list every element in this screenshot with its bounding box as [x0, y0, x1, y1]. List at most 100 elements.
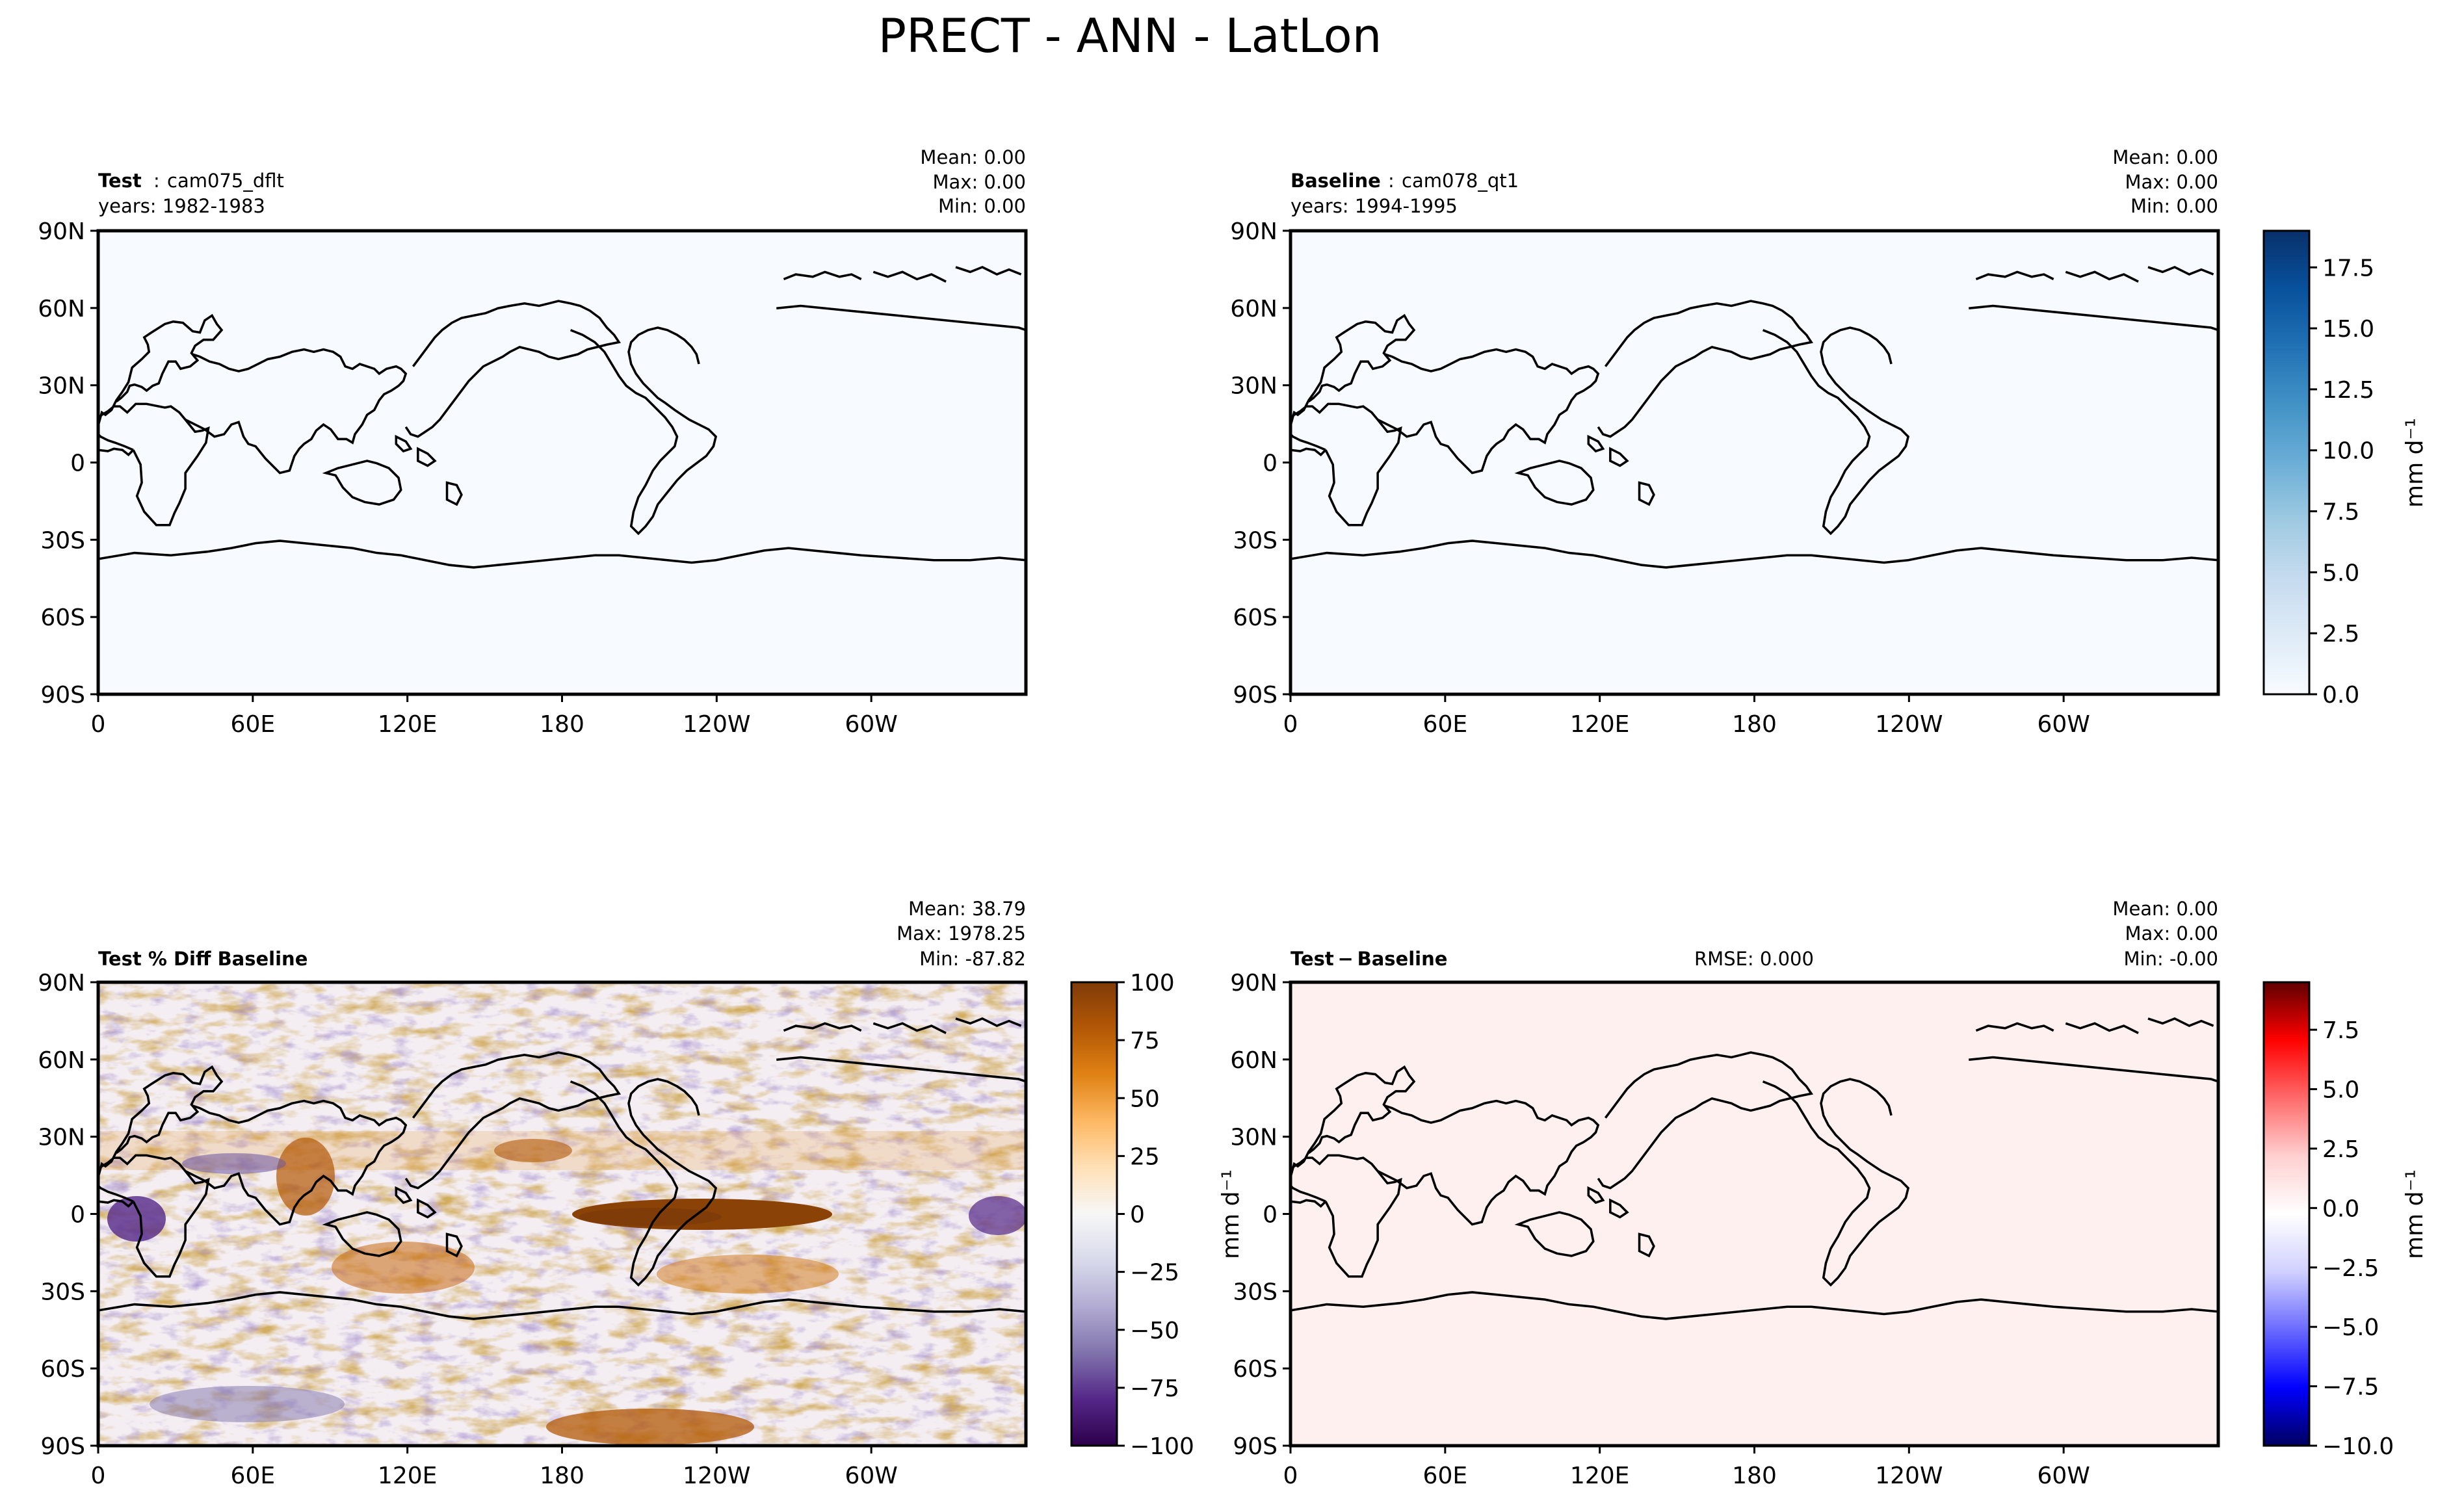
panel-pct-diff-max: Max: 1978.25 — [897, 922, 1026, 945]
lat-tick-label-pct-diff: 90N — [38, 970, 85, 997]
colorbar-puor: 100 75 50 25 0 −25 −50 −75 −100 — [1070, 970, 1194, 1460]
colorbar-tick-label: 12.5 — [2322, 377, 2374, 404]
colorbar-tick-label: −2.5 — [2322, 1255, 2379, 1282]
lat-tick-label-diff: 60S — [1233, 1356, 1278, 1383]
panel-baseline-field — [1291, 231, 2218, 694]
lat-tick-label-diff: 30N — [1230, 1125, 1278, 1151]
lon-tick-label-baseline: 120W — [1875, 711, 1943, 738]
panel-baseline-title-name: cam078_qt1 — [1402, 170, 1519, 192]
colorbar-tick-label: 2.5 — [2322, 1136, 2359, 1163]
lon-tick-label-baseline: 0 — [1283, 711, 1298, 738]
colorbar-bwr-frame — [2262, 981, 2311, 1447]
lat-tick-label-test: 30S — [40, 527, 85, 554]
lon-tick-label-baseline: 60W — [2037, 711, 2090, 738]
lat-tick-label-baseline: 90S — [1233, 682, 1278, 709]
lat-tick-label-baseline: 60S — [1233, 605, 1278, 631]
panel-pct-diff-title: Test % Diff Baseline — [98, 948, 308, 970]
panel-test-field — [98, 231, 1026, 694]
colorbar-tick-label: 5.0 — [2322, 560, 2359, 586]
lon-tick-label-diff: 60W — [2037, 1463, 2090, 1489]
colorbar-tick-label: −7.5 — [2322, 1374, 2379, 1401]
panel-diff-mean: Mean: 0.00 — [2112, 898, 2218, 920]
lon-tick-label-baseline: 60E — [1423, 711, 1468, 738]
panel-baseline: Baseline : cam078_qt1 years: 1994-1995 M… — [1230, 146, 2220, 738]
lat-tick-label-test: 30N — [38, 373, 85, 400]
colorbar-tick-label: −25 — [1130, 1260, 1179, 1286]
lon-tick-label-diff: 120W — [1875, 1463, 1943, 1489]
panel-test-mean: Mean: 0.00 — [920, 146, 1026, 168]
colorbar-bwr-gradient — [2264, 982, 2309, 1446]
lat-tick-label-baseline: 0 — [1263, 450, 1278, 477]
panel-pct-diff-field — [98, 982, 1026, 1446]
colorbar-tick-label: 7.5 — [2322, 499, 2359, 526]
lat-tick-label-diff: 90N — [1230, 970, 1278, 997]
lat-tick-label-baseline: 90N — [1230, 218, 1278, 245]
lon-tick-label-pct-diff: 120W — [683, 1463, 750, 1489]
lat-tick-label-test: 60S — [40, 605, 85, 631]
panel-test-min: Min: 0.00 — [938, 195, 1026, 217]
colorbar-blues-frame — [2262, 229, 2311, 696]
colorbar-tick-label: 0 — [1130, 1202, 1145, 1229]
lat-tick-label-baseline: 30S — [1233, 527, 1278, 554]
lat-tick-label-pct-diff: 30N — [38, 1125, 85, 1151]
panel-test-max: Max: 0.00 — [932, 171, 1026, 193]
lat-tick-label-pct-diff: 90S — [40, 1433, 85, 1460]
panel-baseline-title-sep: : — [1388, 170, 1395, 192]
lat-tick-label-test: 60N — [38, 296, 85, 322]
lat-tick-label-test: 90S — [40, 682, 85, 709]
lon-tick-label-pct-diff: 120E — [378, 1463, 437, 1489]
lat-tick-label-diff: 0 — [1263, 1202, 1278, 1229]
lon-tick-label-pct-diff: 180 — [540, 1463, 584, 1489]
lon-tick-label-baseline: 180 — [1732, 711, 1777, 738]
colorbar-blues-label: mm d⁻¹ — [2402, 418, 2428, 508]
lon-tick-label-test: 60W — [845, 711, 897, 738]
lat-tick-label-pct-diff: 0 — [70, 1202, 85, 1229]
colorbar-tick-label: −100 — [1130, 1433, 1194, 1460]
lon-tick-label-pct-diff: 60E — [231, 1463, 276, 1489]
lon-tick-label-diff: 180 — [1732, 1463, 1777, 1489]
lon-tick-label-diff: 0 — [1283, 1463, 1298, 1489]
colorbar-tick-label: 10.0 — [2322, 438, 2374, 465]
panel-diff-max: Max: 0.00 — [2125, 922, 2218, 945]
lon-tick-label-diff: 120E — [1570, 1463, 1629, 1489]
lon-tick-label-test: 0 — [91, 711, 106, 738]
colorbar-blues: 0.0 2.5 5.0 7.5 10.0 12.5 15.0 17.5 mm d⁻¹ — [2262, 229, 2428, 709]
lon-tick-label-baseline: 120E — [1570, 711, 1629, 738]
lon-tick-label-test: 60E — [231, 711, 276, 738]
lon-tick-label-diff: 60E — [1423, 1463, 1468, 1489]
colorbar-tick-label: 100 — [1130, 970, 1175, 997]
lat-tick-label-pct-diff: 60N — [38, 1047, 85, 1074]
lon-tick-label-pct-diff: 0 — [91, 1463, 106, 1489]
panel-test-title-bold: Test — [98, 170, 142, 192]
colorbar-tick-label: 25 — [1130, 1143, 1160, 1170]
panel-pct-diff: Test % Diff Baseline Mean: 38.79 Max: 19… — [38, 898, 1028, 1489]
panel-baseline-subtitle: years: 1994-1995 — [1291, 195, 1458, 217]
panel-pct-diff-mean: Mean: 38.79 — [908, 898, 1026, 920]
colorbar-puor-gradient — [1071, 982, 1117, 1446]
colorbar-tick-label: 2.5 — [2322, 621, 2359, 647]
lat-tick-label-diff: 30S — [1233, 1279, 1278, 1305]
panel-test: Test : cam075_dflt years: 1982-1983 Mean… — [38, 146, 1028, 738]
colorbar-tick-label: 15.0 — [2322, 316, 2374, 343]
panel-diff-title: Test − Baseline — [1291, 948, 1447, 970]
lon-tick-label-pct-diff: 60W — [845, 1463, 897, 1489]
panel-diff: Test − Baseline RMSE: 0.000 Mean: 0.00 M… — [1218, 898, 2220, 1489]
lat-tick-label-pct-diff: 30S — [40, 1279, 85, 1305]
lon-tick-label-test: 120E — [378, 711, 437, 738]
lon-tick-label-test: 180 — [540, 711, 584, 738]
lat-tick-label-diff: 60N — [1230, 1047, 1278, 1074]
panel-baseline-mean: Mean: 0.00 — [2112, 146, 2218, 168]
colorbar-tick-label: −10.0 — [2322, 1433, 2394, 1460]
colorbar-bwr-label: mm d⁻¹ — [2402, 1169, 2428, 1259]
colorbar-tick-label: 7.5 — [2322, 1017, 2359, 1044]
lat-tick-label-test: 90N — [38, 218, 85, 245]
panel-baseline-min: Min: 0.00 — [2130, 195, 2218, 217]
colorbar-tick-label: 17.5 — [2322, 255, 2374, 281]
colorbar-tick-label: 0.0 — [2322, 1195, 2359, 1222]
colorbar-tick-label: 0.0 — [2322, 682, 2359, 709]
panel-test-subtitle: years: 1982-1983 — [98, 195, 265, 217]
figure-title: PRECT - ANN - LatLon — [878, 8, 1382, 63]
panel-test-title-name: cam075_dflt — [167, 170, 284, 192]
lat-tick-label-test: 0 — [70, 450, 85, 477]
